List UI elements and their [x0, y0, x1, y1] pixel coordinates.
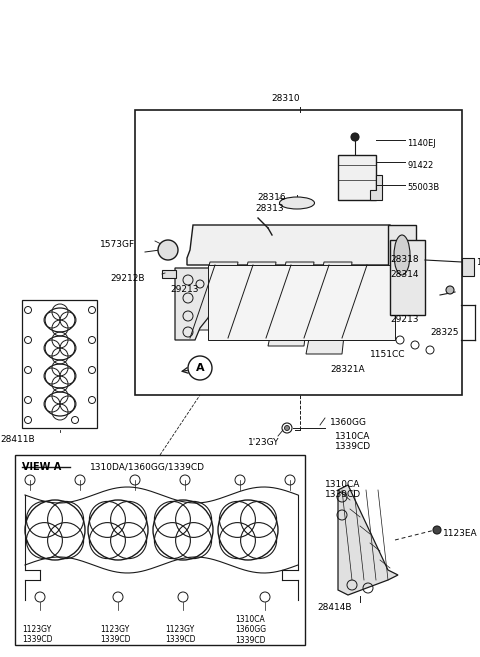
- Text: 28318: 28318: [390, 255, 419, 264]
- Circle shape: [433, 526, 441, 534]
- Text: 1123GY
1339CD: 1123GY 1339CD: [165, 625, 195, 645]
- Text: 1339CD: 1339CD: [335, 442, 371, 451]
- Text: 1140EJ: 1140EJ: [407, 139, 436, 148]
- Text: 55003B: 55003B: [407, 183, 439, 193]
- Circle shape: [158, 240, 178, 260]
- Text: 28411B: 28411B: [0, 435, 36, 444]
- Polygon shape: [230, 262, 276, 338]
- Polygon shape: [268, 262, 314, 346]
- Text: 28314: 28314: [390, 270, 419, 279]
- Text: 28313: 28313: [255, 204, 284, 213]
- Circle shape: [285, 426, 289, 430]
- Text: 28310: 28310: [272, 94, 300, 103]
- Text: 28321A: 28321A: [330, 365, 365, 374]
- Text: 1310CA
1360GG
1339CD: 1310CA 1360GG 1339CD: [235, 615, 266, 645]
- Text: 1'23GY: 1'23GY: [248, 438, 279, 447]
- Bar: [162, 270, 176, 278]
- Text: 1151CC: 1151CC: [370, 350, 406, 359]
- Bar: [22, 300, 97, 428]
- Bar: [388, 225, 416, 285]
- Text: 29213: 29213: [170, 285, 199, 294]
- Polygon shape: [192, 262, 238, 330]
- Ellipse shape: [279, 197, 314, 209]
- Text: 1123GY
1339CD: 1123GY 1339CD: [100, 625, 131, 645]
- Polygon shape: [338, 485, 398, 595]
- Text: 1573GF: 1573GF: [100, 240, 135, 249]
- Polygon shape: [208, 265, 395, 340]
- Text: 29212B: 29212B: [110, 274, 145, 283]
- Bar: [462, 258, 474, 276]
- Text: A: A: [196, 363, 204, 373]
- Polygon shape: [370, 175, 382, 200]
- Text: 28325: 28325: [430, 328, 458, 337]
- Bar: [135, 110, 462, 395]
- Text: 1339CD: 1339CD: [325, 490, 361, 499]
- Bar: [390, 240, 425, 315]
- Polygon shape: [187, 225, 393, 265]
- Polygon shape: [175, 268, 215, 340]
- Circle shape: [351, 133, 359, 141]
- Text: 1310CA: 1310CA: [335, 432, 371, 441]
- Polygon shape: [306, 262, 352, 354]
- Text: 1310CA: 1310CA: [325, 480, 360, 489]
- Text: 1123EA: 1123EA: [443, 528, 478, 537]
- Bar: [15, 455, 305, 645]
- Text: VIEW A: VIEW A: [22, 462, 61, 472]
- Text: 28414B: 28414B: [318, 603, 352, 612]
- Text: 1123GY
1339CD: 1123GY 1339CD: [22, 625, 52, 645]
- Text: 28316: 28316: [257, 194, 286, 202]
- Ellipse shape: [394, 235, 410, 275]
- Text: 29213: 29213: [390, 315, 419, 324]
- Text: 91422: 91422: [407, 160, 433, 170]
- Text: 1310DA/1360GG/1339CD: 1310DA/1360GG/1339CD: [90, 462, 205, 471]
- Text: 1360GG: 1360GG: [330, 418, 367, 427]
- Bar: [338, 155, 376, 200]
- Circle shape: [446, 286, 454, 294]
- Text: 1140EJ: 1140EJ: [476, 258, 480, 267]
